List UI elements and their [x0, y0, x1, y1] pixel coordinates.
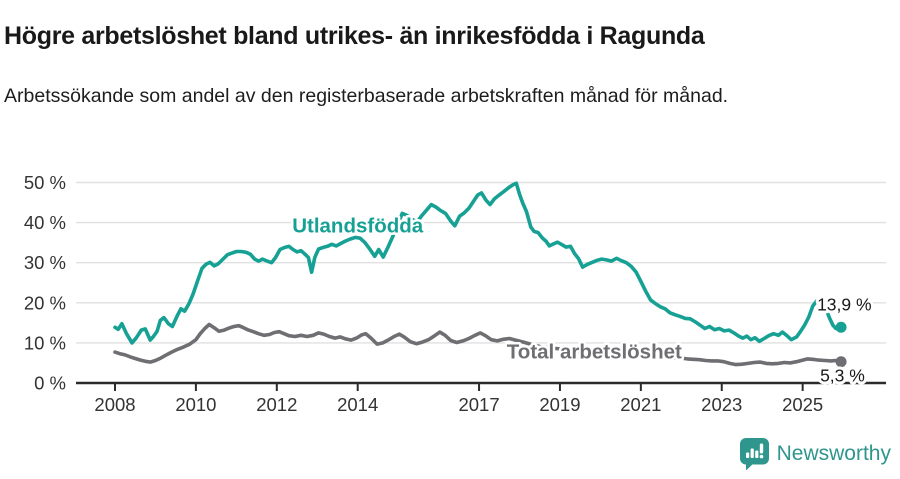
- newsworthy-logo-icon: [739, 438, 769, 471]
- series-end-dot-1: [835, 356, 847, 368]
- x-tick-label: 2025: [782, 394, 823, 415]
- x-tick-label: 2010: [175, 394, 216, 415]
- series-end-dot-0: [835, 321, 847, 333]
- chart-subtitle: Arbetssökande som andel av den registerb…: [4, 84, 729, 107]
- y-tick-label: 20 %: [24, 292, 66, 313]
- x-tick-label: 2017: [458, 394, 499, 415]
- y-tick-label: 30 %: [24, 252, 66, 273]
- chart-title: Högre arbetslöshet bland utrikes- än inr…: [4, 21, 705, 50]
- series-line-1: [113, 322, 843, 367]
- series-label-1: Total arbetslöshet: [507, 340, 682, 363]
- brand-name: Newsworthy: [776, 442, 891, 465]
- brand-footer: Newsworthy: [739, 437, 891, 471]
- series-end-label-1: 5,3 %: [820, 366, 865, 386]
- y-tick-label: 10 %: [24, 332, 66, 353]
- series-label-0: Utlandsfödda: [292, 214, 424, 237]
- y-tick-label: 0 %: [34, 373, 66, 394]
- x-tick-label: 2008: [94, 394, 135, 415]
- x-tick-label: 2019: [539, 394, 580, 415]
- series-line-0: [113, 181, 843, 345]
- series-end-label-0: 13,9 %: [817, 294, 871, 314]
- x-tick-label: 2014: [337, 394, 378, 415]
- x-tick-label: 2021: [620, 394, 661, 415]
- x-tick-label: 2012: [256, 394, 297, 415]
- y-tick-label: 40 %: [24, 212, 66, 233]
- y-tick-label: 50 %: [24, 172, 66, 193]
- x-tick-label: 2023: [701, 394, 742, 415]
